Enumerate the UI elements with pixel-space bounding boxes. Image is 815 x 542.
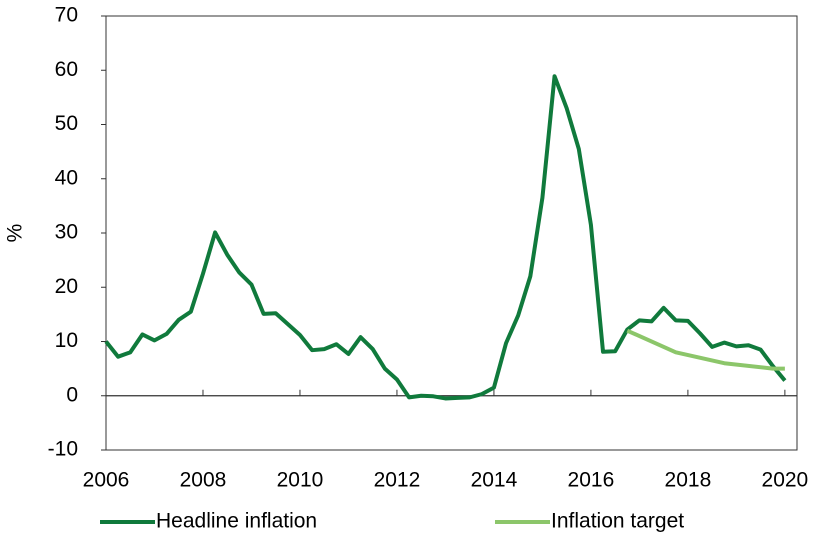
y-tick-label: 50 [55,112,78,135]
legend-label: Headline inflation [156,510,317,533]
plot-frame [105,15,798,451]
x-tick-label: 2010 [277,469,324,492]
line-series [104,74,787,401]
y-tick-label: 70 [55,4,78,27]
y-tick-label: -10 [48,438,78,461]
y-tick-label: 20 [55,275,78,298]
x-tick-label: 2006 [83,469,130,492]
x-tick-label: 2012 [374,469,421,492]
line-series [626,328,785,371]
x-tick-label: 2016 [568,469,615,492]
x-tick-label: 2018 [665,469,712,492]
legend-label: Inflation target [551,510,684,533]
y-tick-label: 0 [66,383,78,406]
x-tick-label: 2008 [180,469,227,492]
y-tick-label: 40 [55,166,78,189]
y-tick-label: 60 [55,58,78,81]
y-axis-label: % [4,224,27,243]
y-tick-label: 30 [55,221,78,244]
y-tick-label: 10 [55,329,78,352]
x-tick-label: 2020 [762,469,809,492]
x-tick-label: 2014 [471,469,518,492]
